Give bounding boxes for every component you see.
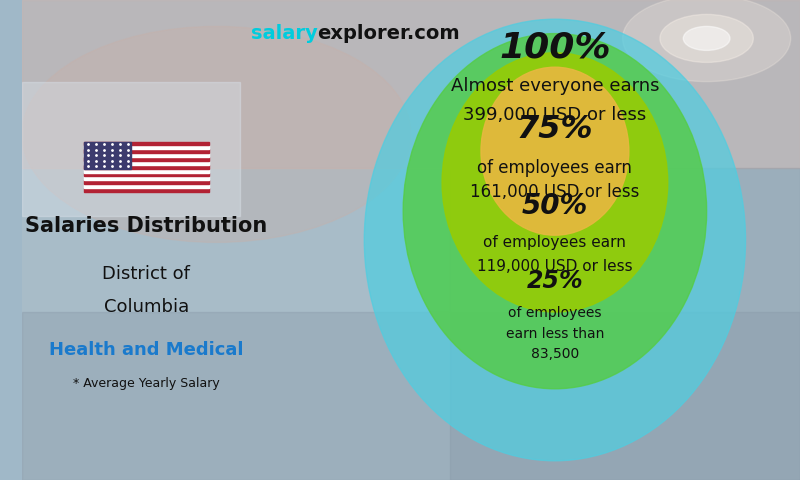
Bar	[84, 145, 209, 149]
Bar	[84, 177, 209, 180]
Ellipse shape	[481, 67, 629, 235]
Bar	[84, 184, 209, 188]
Text: of employees earn: of employees earn	[478, 159, 632, 177]
Text: earn less than: earn less than	[506, 326, 604, 341]
Text: Salaries Distribution: Salaries Distribution	[26, 216, 267, 236]
Bar	[84, 165, 209, 169]
Bar	[84, 188, 209, 192]
Ellipse shape	[660, 14, 754, 62]
Text: * Average Yearly Salary: * Average Yearly Salary	[73, 377, 220, 391]
Bar	[84, 142, 209, 145]
Bar	[84, 169, 209, 173]
Ellipse shape	[403, 34, 706, 389]
Bar	[450, 168, 800, 480]
Text: 161,000 USD or less: 161,000 USD or less	[470, 183, 639, 201]
Ellipse shape	[22, 26, 411, 242]
Text: 399,000 USD or less: 399,000 USD or less	[463, 106, 646, 124]
Bar	[22, 0, 800, 168]
Bar	[84, 142, 131, 169]
Bar	[22, 312, 800, 480]
Text: District of: District of	[102, 264, 190, 283]
Text: 100%: 100%	[499, 31, 610, 65]
Ellipse shape	[364, 19, 746, 461]
Text: 119,000 USD or less: 119,000 USD or less	[477, 259, 633, 274]
Ellipse shape	[683, 26, 730, 50]
Text: salary: salary	[251, 24, 318, 43]
Bar	[84, 153, 209, 157]
Text: of employees: of employees	[508, 306, 602, 321]
Text: Columbia: Columbia	[104, 298, 189, 316]
Bar	[84, 180, 209, 184]
Bar	[84, 157, 209, 161]
Text: 25%: 25%	[526, 269, 583, 293]
Bar	[84, 149, 209, 153]
Text: 50%: 50%	[522, 192, 588, 220]
Bar	[84, 173, 209, 177]
Ellipse shape	[622, 0, 790, 82]
Text: of employees earn: of employees earn	[483, 235, 626, 250]
Bar	[22, 82, 240, 216]
Text: explorer.com: explorer.com	[318, 24, 460, 43]
Text: 83,500: 83,500	[530, 347, 579, 361]
Ellipse shape	[442, 53, 668, 312]
Text: 75%: 75%	[517, 114, 594, 145]
Text: Almost everyone earns: Almost everyone earns	[450, 77, 659, 96]
Bar	[84, 161, 209, 165]
Text: Health and Medical: Health and Medical	[49, 341, 244, 360]
